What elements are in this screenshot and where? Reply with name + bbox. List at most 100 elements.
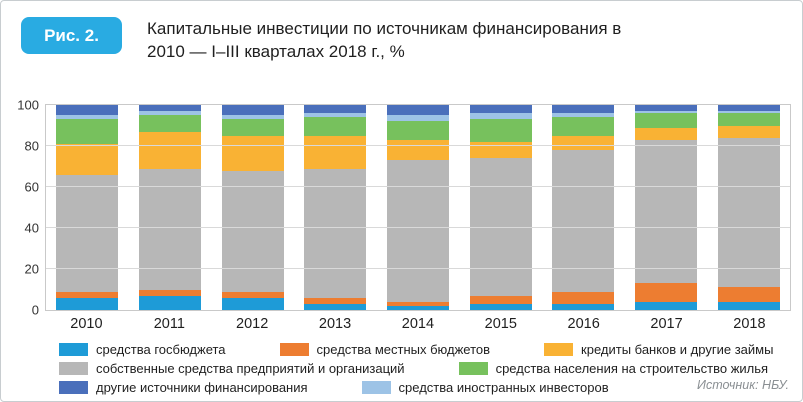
bar-segment	[56, 143, 119, 175]
legend-row-3: другие источники финансирования средства …	[59, 378, 682, 397]
bar-segment	[138, 111, 201, 116]
legend-label: средства иностранных инвесторов	[398, 380, 609, 395]
bar-segment	[634, 139, 697, 284]
bar-segment	[138, 105, 201, 112]
bar-segment	[56, 297, 119, 310]
x-axis-labels: 2010 2011 2012 2013 2014 2015 2016 2017 2018	[45, 311, 791, 332]
x-label-2012: 2012	[236, 316, 269, 332]
bar-segment	[386, 160, 449, 302]
bar-segment	[552, 113, 615, 118]
figure-header: Рис. 2. Капитальные инвестиции по источн…	[21, 17, 786, 64]
bar-segment	[386, 105, 449, 116]
gridline-40	[46, 227, 790, 228]
bar-segment	[221, 105, 284, 116]
gridline-80	[46, 145, 790, 146]
legend-swatch	[361, 381, 391, 394]
legend-item-1: средства местных бюджетов	[279, 342, 490, 357]
bar-segment	[138, 168, 201, 290]
x-label-2010: 2010	[70, 316, 103, 332]
bar-segment	[56, 105, 119, 116]
bar-segment	[304, 105, 367, 114]
bar-segment	[304, 135, 367, 169]
bar-segment	[634, 127, 697, 140]
bar-segment	[56, 174, 119, 292]
y-tick-20: 20	[24, 261, 39, 277]
legend-item-2: собственные средства предприятий и орган…	[59, 361, 405, 376]
bar-segment	[221, 115, 284, 120]
bar-segment	[552, 150, 615, 292]
bar-segment	[221, 291, 284, 298]
bar-2011	[138, 105, 201, 310]
bar-2010	[56, 105, 119, 310]
bar-segment	[552, 291, 615, 304]
x-label-2015: 2015	[484, 316, 517, 332]
bar-segment	[304, 117, 367, 136]
bar-2015	[469, 105, 532, 310]
x-label-2011: 2011	[153, 316, 185, 332]
figure-badge: Рис. 2.	[21, 17, 122, 54]
bar-segment	[634, 113, 697, 128]
legend-swatch	[544, 343, 574, 356]
bar-segment	[304, 297, 367, 304]
legend-item-6: другие источники финансирования	[59, 380, 308, 395]
legend-row-2: собственные средства предприятий и орган…	[59, 359, 768, 378]
legend-swatch	[59, 343, 88, 356]
bar-segment	[717, 137, 780, 288]
bar-segment	[717, 301, 780, 310]
bar-segment	[717, 105, 780, 112]
bar-segment	[469, 105, 532, 114]
bar-segment	[552, 105, 615, 114]
bar-segment	[552, 303, 615, 310]
bar-segment	[386, 115, 449, 122]
legend-label: кредиты банков и другие займы	[581, 342, 774, 357]
bar-segment	[634, 111, 697, 114]
plot-area: 0 20 40 60 80 100	[17, 98, 791, 318]
legend-swatch	[279, 343, 309, 356]
y-tick-60: 60	[24, 179, 39, 195]
bar-segment	[469, 303, 532, 310]
x-label-2018: 2018	[733, 316, 766, 332]
legend-swatch	[59, 381, 88, 394]
bar-segment	[469, 295, 532, 304]
legend-item-5: средства иностранных инвесторов	[361, 380, 609, 395]
legend-item-0: средства госбюджета	[59, 342, 226, 357]
x-label-2017: 2017	[650, 316, 683, 332]
bar-2014	[386, 105, 449, 310]
bar-segment	[304, 303, 367, 310]
x-label-2016: 2016	[567, 316, 600, 332]
legend-label: средства населения на строительство жиль…	[495, 361, 769, 376]
bar-segment	[386, 121, 449, 140]
x-label-2013: 2013	[318, 316, 352, 332]
bar-segment	[469, 113, 532, 120]
bar-segment	[469, 119, 532, 142]
bar-segment	[56, 291, 119, 298]
bar-segment	[138, 289, 201, 296]
bar-segment	[56, 115, 119, 120]
legend-swatch	[458, 362, 488, 375]
stacked-bar-chart: 0 20 40 60 80 100 2010 2011 2012 2013 2014 2015 201…	[13, 98, 791, 332]
bar-segment	[552, 135, 615, 151]
bar-2017	[634, 105, 697, 310]
y-tick-0: 0	[31, 302, 39, 318]
bar-segment	[634, 105, 697, 112]
figure-title-line2: 2010 — I–III кварталах 2018 г., %	[147, 41, 405, 61]
bar-2016	[552, 105, 615, 310]
bar-segment	[552, 117, 615, 136]
bar-segment	[138, 131, 201, 169]
bar-segment	[304, 113, 367, 118]
legend-item-3: кредиты банков и другие займы	[544, 342, 773, 357]
bar-segment	[138, 115, 201, 132]
bar-segment	[56, 119, 119, 144]
legend: средства госбюджета средства местных бюдж…	[59, 340, 773, 397]
bar-segment	[717, 111, 780, 114]
bar-segment	[221, 135, 284, 171]
bar-segment	[386, 305, 449, 310]
gridline-60	[46, 186, 790, 187]
bar-2013	[304, 105, 367, 310]
bar-segment	[717, 125, 780, 138]
gridline-20	[46, 268, 790, 269]
y-tick-40: 40	[24, 220, 39, 236]
bar-segment	[221, 119, 284, 136]
y-tick-100: 100	[17, 97, 39, 113]
